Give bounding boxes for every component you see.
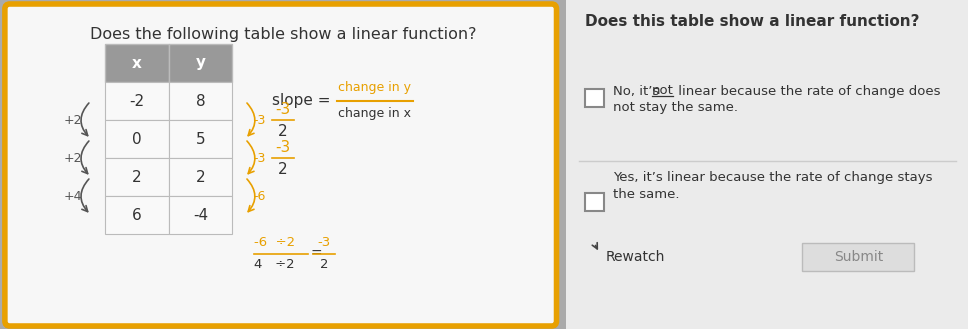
Text: -3: -3 bbox=[318, 237, 331, 249]
Text: not stay the same.: not stay the same. bbox=[613, 100, 738, 114]
Bar bbox=[168, 44, 232, 82]
Text: -3: -3 bbox=[276, 102, 290, 116]
Text: linear because the rate of change does: linear because the rate of change does bbox=[674, 85, 941, 97]
Text: +4: +4 bbox=[64, 190, 82, 203]
Text: 2: 2 bbox=[196, 169, 205, 185]
Text: the same.: the same. bbox=[613, 188, 680, 200]
Bar bbox=[802, 243, 914, 271]
Text: -2: -2 bbox=[130, 93, 145, 109]
Text: not: not bbox=[652, 85, 674, 97]
Text: 5: 5 bbox=[196, 132, 205, 146]
Text: -4: -4 bbox=[193, 208, 208, 222]
Text: 6: 6 bbox=[133, 208, 142, 222]
Text: -3: -3 bbox=[254, 114, 266, 126]
Text: Does this table show a linear function?: Does this table show a linear function? bbox=[585, 13, 920, 29]
Text: 2: 2 bbox=[319, 259, 328, 271]
Bar bbox=[106, 158, 168, 196]
Text: -6  ÷2: -6 ÷2 bbox=[254, 237, 295, 249]
Text: =: = bbox=[311, 247, 322, 261]
Text: x: x bbox=[133, 56, 142, 70]
Bar bbox=[168, 82, 232, 120]
Bar bbox=[106, 120, 168, 158]
Text: +2: +2 bbox=[64, 114, 82, 126]
Text: -3: -3 bbox=[276, 139, 290, 155]
Bar bbox=[106, 44, 168, 82]
Text: +2: +2 bbox=[64, 151, 82, 164]
Text: 4   ÷2: 4 ÷2 bbox=[254, 259, 294, 271]
Text: y: y bbox=[196, 56, 205, 70]
Text: change in x: change in x bbox=[339, 108, 411, 120]
Text: Does the following table show a linear function?: Does the following table show a linear f… bbox=[90, 27, 476, 41]
Text: slope =: slope = bbox=[271, 93, 335, 109]
Bar bbox=[106, 82, 168, 120]
Text: Submit: Submit bbox=[833, 250, 883, 264]
Text: 0: 0 bbox=[133, 132, 142, 146]
Text: -6: -6 bbox=[254, 190, 266, 203]
Text: Rewatch: Rewatch bbox=[606, 250, 665, 264]
Text: Yes, it’s linear because the rate of change stays: Yes, it’s linear because the rate of cha… bbox=[613, 170, 932, 184]
Text: 2: 2 bbox=[133, 169, 142, 185]
Bar bbox=[168, 196, 232, 234]
Text: No, it’s: No, it’s bbox=[613, 85, 663, 97]
Text: 8: 8 bbox=[196, 93, 205, 109]
Bar bbox=[585, 193, 604, 211]
Text: -3: -3 bbox=[254, 151, 266, 164]
Bar bbox=[168, 158, 232, 196]
Bar bbox=[585, 89, 604, 107]
Text: 2: 2 bbox=[279, 162, 287, 176]
Bar bbox=[106, 196, 168, 234]
Text: 2: 2 bbox=[279, 123, 287, 139]
Bar bbox=[168, 120, 232, 158]
FancyBboxPatch shape bbox=[5, 4, 557, 326]
Text: change in y: change in y bbox=[339, 82, 411, 94]
